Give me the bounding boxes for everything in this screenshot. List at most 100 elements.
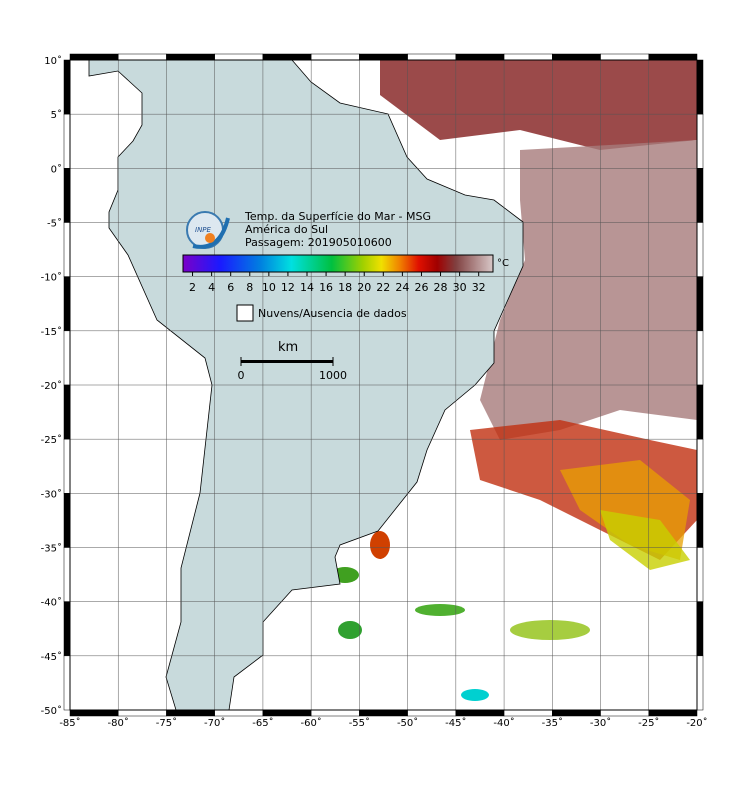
lon-tick-label: -80˚ (108, 717, 129, 729)
colorbar-tick-label: 2 (189, 281, 196, 294)
frame-segment (503, 53, 553, 61)
frame-segment (117, 53, 167, 61)
lon-tick-label: -70˚ (204, 717, 225, 729)
frame-segment (63, 330, 71, 386)
frame-segment (455, 709, 505, 717)
frame-segment (696, 655, 704, 711)
colorbar-tick-label: 14 (300, 281, 314, 294)
colorbar-tick-label: 4 (208, 281, 215, 294)
lon-tick-label: -25˚ (638, 717, 659, 729)
colorbar-tick-label: 10 (262, 281, 276, 294)
lon-tick-label: -50˚ (397, 717, 418, 729)
frame-segment (696, 384, 704, 440)
frame-segment (696, 113, 704, 169)
lat-tick-label: -45˚ (41, 651, 62, 663)
frame-segment (262, 709, 312, 717)
frame-segment (214, 709, 264, 717)
frame-segment (63, 384, 71, 440)
frame-segment (166, 709, 215, 717)
colorbar-tick-label: 6 (227, 281, 234, 294)
legend-label: Nuvens/Ausencia de dados (258, 307, 407, 320)
frame-segment (166, 53, 215, 61)
lon-tick-label: -35˚ (542, 717, 563, 729)
lon-tick-label: -55˚ (349, 717, 370, 729)
lon-tick-label: -60˚ (300, 717, 321, 729)
lat-tick-label: -35˚ (41, 543, 62, 555)
frame-segment (407, 709, 457, 717)
frame-segment (63, 601, 71, 657)
lat-tick-label: -5˚ (47, 218, 62, 230)
lon-tick-label: -40˚ (493, 717, 514, 729)
frame-segment (696, 547, 704, 602)
lat-tick-label: 0˚ (51, 163, 62, 175)
frame-segment (359, 709, 408, 717)
title-line: Passagem: 201905010600 (245, 236, 392, 249)
colorbar-tick-label: 20 (357, 281, 371, 294)
scale-unit: km (278, 340, 298, 355)
lon-tick-label: -45˚ (445, 717, 466, 729)
colorbar-tick-label: 8 (246, 281, 253, 294)
lon-tick-label: -65˚ (252, 717, 273, 729)
frame-segment (63, 168, 71, 223)
title-line: Temp. da Superfície do Mar - MSG (244, 210, 431, 223)
lat-tick-label: -30˚ (41, 488, 62, 500)
lat-tick-label: -15˚ (41, 326, 62, 338)
frame-segment (600, 53, 650, 61)
frame-segment (407, 53, 457, 61)
colorbar-unit: °C (497, 258, 509, 269)
frame-segment (69, 53, 119, 61)
frame-segment (63, 276, 71, 332)
frame-segment (359, 53, 408, 61)
colorbar-tick-label: 32 (472, 281, 486, 294)
logo-text: INPE (195, 226, 212, 234)
scale-bar (241, 360, 333, 363)
lon-tick-label: -85˚ (59, 717, 80, 729)
colorbar-tick-label: 16 (319, 281, 333, 294)
logo: INPE (186, 211, 230, 249)
frame-segment (63, 113, 71, 169)
lon-tick-label: -30˚ (590, 717, 611, 729)
frame-segment (63, 438, 71, 494)
colorbar-tick-label: 24 (395, 281, 409, 294)
lat-tick-label: -40˚ (41, 597, 62, 609)
frame-segment (69, 709, 119, 717)
scale-tick-label: 0 (238, 369, 245, 382)
frame-segment (455, 53, 505, 61)
frame-segment (63, 547, 71, 602)
lat-tick-label: -20˚ (41, 380, 62, 392)
frame-segment (696, 168, 704, 223)
title-line: América do Sul (245, 223, 328, 236)
frame-segment (696, 59, 704, 115)
frame-segment (214, 53, 264, 61)
colorbar-tick-label: 12 (281, 281, 295, 294)
frame-segment (696, 493, 704, 548)
lat-tick-label: 5˚ (51, 109, 62, 121)
lon-tick-label: -75˚ (156, 717, 177, 729)
frame-segment (310, 53, 360, 61)
colorbar-tick-label: 28 (434, 281, 448, 294)
frame-segment (63, 59, 71, 115)
frame-segment (262, 53, 312, 61)
frame-segment (696, 276, 704, 332)
lat-tick-label: -10˚ (41, 272, 62, 284)
frame-segment (648, 709, 698, 717)
frame-segment (696, 222, 704, 277)
legend-swatch (236, 304, 254, 322)
frame-segment (63, 222, 71, 277)
frame-segment (117, 709, 167, 717)
map-frame (69, 59, 698, 711)
frame-segment (648, 53, 698, 61)
colorbar-tick-label: 30 (453, 281, 467, 294)
frame-segment (696, 330, 704, 386)
frame-segment (63, 493, 71, 548)
colorbar (182, 254, 494, 273)
frame-segment (696, 601, 704, 657)
scale-tick-label: 1000 (319, 369, 347, 382)
frame-segment (600, 709, 650, 717)
frame-segment (696, 438, 704, 494)
colorbar-tick-label: 22 (376, 281, 390, 294)
frame-segment (63, 655, 71, 711)
frame-segment (552, 709, 601, 717)
